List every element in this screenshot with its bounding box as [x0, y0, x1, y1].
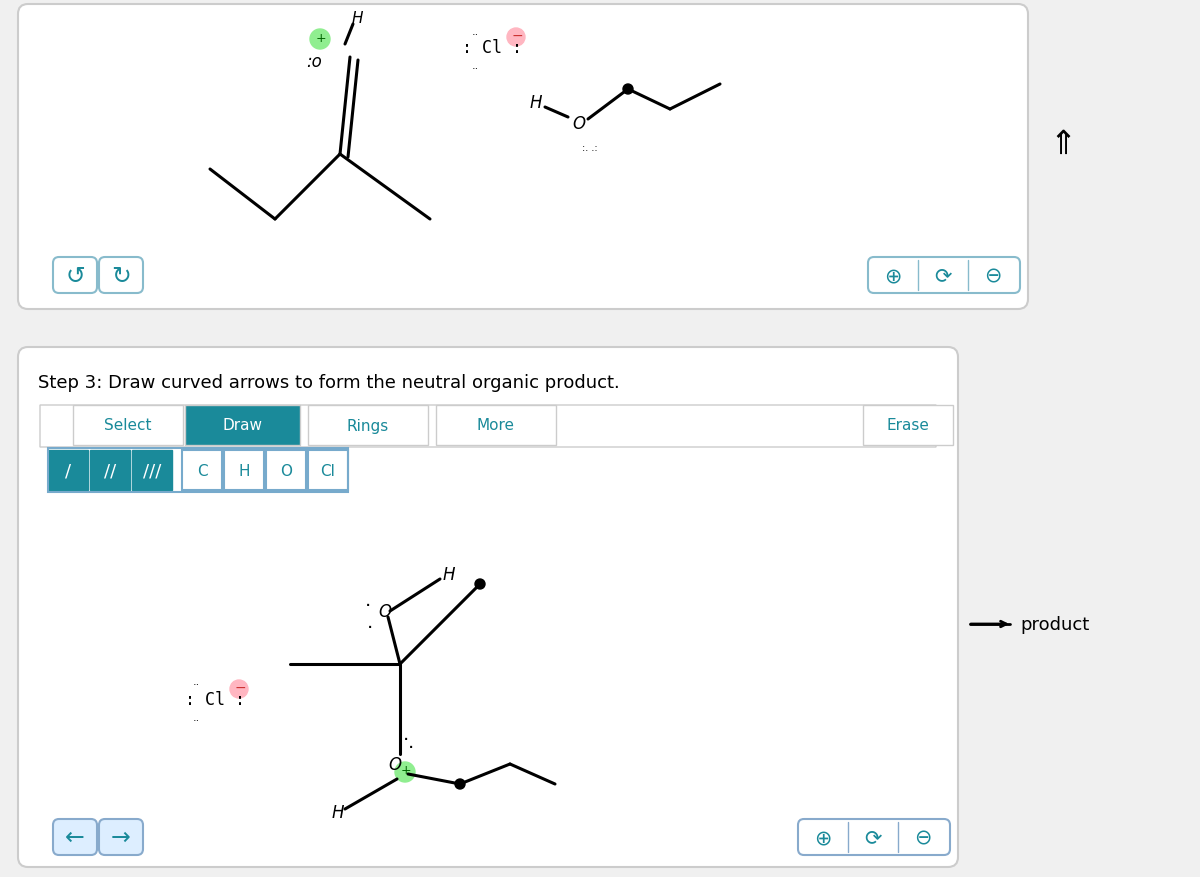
Text: ..: ..: [193, 712, 200, 722]
Text: ↻: ↻: [112, 264, 131, 288]
FancyBboxPatch shape: [18, 5, 1028, 310]
Text: H: H: [239, 463, 250, 478]
FancyBboxPatch shape: [798, 819, 950, 855]
Text: .: .: [403, 724, 409, 744]
Bar: [73, 405, 182, 446]
Text: −: −: [512, 29, 523, 43]
Circle shape: [230, 681, 248, 698]
FancyBboxPatch shape: [18, 347, 958, 867]
Text: product: product: [1020, 616, 1090, 633]
Text: ⟳: ⟳: [935, 266, 952, 286]
Text: H: H: [530, 94, 542, 112]
Text: Erase: Erase: [887, 418, 930, 433]
Text: ///: ///: [143, 461, 161, 480]
Text: ⊖: ⊖: [914, 827, 931, 847]
Text: ..: ..: [472, 61, 479, 71]
Circle shape: [475, 580, 485, 589]
Bar: [132, 451, 172, 490]
Text: : Cl :: : Cl :: [185, 690, 245, 709]
Text: ⊖: ⊖: [984, 266, 1002, 286]
Text: Rings: Rings: [347, 418, 389, 433]
Text: O: O: [280, 463, 292, 478]
Bar: [48, 451, 88, 490]
Bar: [308, 405, 428, 446]
Bar: [863, 405, 953, 446]
Text: Draw: Draw: [222, 418, 262, 433]
Bar: [266, 451, 306, 490]
Text: ⊕: ⊕: [884, 266, 901, 286]
Text: O: O: [378, 602, 391, 620]
Text: : Cl :: : Cl :: [462, 39, 522, 57]
Circle shape: [395, 762, 415, 782]
Circle shape: [508, 29, 526, 47]
Text: .: .: [367, 612, 373, 631]
Text: Select: Select: [104, 418, 151, 433]
Bar: [224, 451, 264, 490]
Text: .: .: [365, 590, 371, 609]
Text: ⇒: ⇒: [1046, 126, 1080, 153]
Bar: [48, 448, 348, 493]
Text: →: →: [112, 825, 131, 849]
Text: //: //: [104, 461, 116, 480]
Text: ⊕: ⊕: [815, 827, 832, 847]
Circle shape: [310, 30, 330, 50]
Text: H: H: [443, 566, 456, 583]
Text: O: O: [388, 755, 401, 774]
FancyBboxPatch shape: [40, 405, 936, 447]
Text: Step 3: Draw curved arrows to form the neutral organic product.: Step 3: Draw curved arrows to form the n…: [38, 374, 619, 391]
Text: Cl: Cl: [320, 463, 336, 478]
Bar: [185, 405, 300, 446]
Text: More: More: [478, 418, 515, 433]
Bar: [308, 451, 348, 490]
FancyBboxPatch shape: [53, 819, 97, 855]
Text: +: +: [401, 764, 412, 777]
Bar: [182, 451, 222, 490]
Text: ..: ..: [193, 676, 200, 686]
Text: ←: ←: [65, 825, 85, 849]
Text: ⟳: ⟳: [864, 827, 882, 847]
Bar: [90, 451, 130, 490]
Text: /: /: [65, 461, 71, 480]
Text: :. .:: :. .:: [582, 143, 598, 153]
Text: H: H: [352, 11, 364, 25]
Text: H: H: [332, 803, 344, 821]
Text: O: O: [572, 115, 586, 132]
Text: ..: ..: [472, 27, 479, 37]
Text: −: −: [235, 681, 247, 695]
Text: C: C: [197, 463, 208, 478]
Text: ↺: ↺: [65, 264, 85, 288]
Circle shape: [455, 779, 466, 789]
Text: +: +: [316, 32, 326, 45]
Circle shape: [623, 85, 634, 95]
Text: :o: :o: [306, 53, 322, 71]
FancyBboxPatch shape: [53, 258, 97, 294]
Text: .: .: [408, 732, 414, 752]
FancyBboxPatch shape: [98, 819, 143, 855]
FancyBboxPatch shape: [868, 258, 1020, 294]
FancyBboxPatch shape: [98, 258, 143, 294]
Bar: [436, 405, 556, 446]
